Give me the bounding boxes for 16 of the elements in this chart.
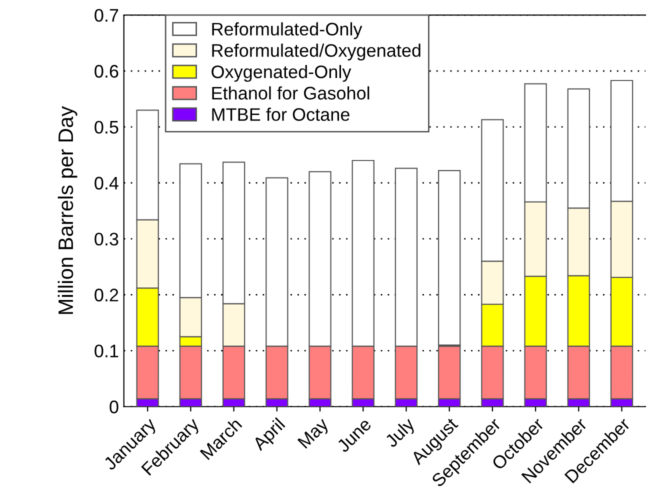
legend-label: Oxygenated-Only xyxy=(212,64,352,82)
y-axis-title: Million Barrels per Day xyxy=(58,106,78,314)
y-tick-label: 0.6 xyxy=(94,64,118,78)
y-tick-label: 0.1 xyxy=(94,344,118,358)
y-tick-label: 0.3 xyxy=(94,232,118,246)
x-tick-label: May xyxy=(297,416,332,452)
x-tick-label: July xyxy=(384,416,418,451)
y-tick-label: 0 xyxy=(110,400,118,414)
legend-label: Reformulated-Only xyxy=(212,22,362,40)
y-tick-label: 0.4 xyxy=(94,176,118,190)
legend-label: MTBE for Octane xyxy=(212,108,350,121)
legend-label: Reformulated/Oxygenated xyxy=(212,44,420,60)
y-tick-label: 0.7 xyxy=(94,8,118,22)
y-tick-label: 0.5 xyxy=(94,120,118,134)
legend-label: Ethanol for Gasohol xyxy=(212,86,370,100)
y-tick-label: 0.2 xyxy=(94,288,118,302)
